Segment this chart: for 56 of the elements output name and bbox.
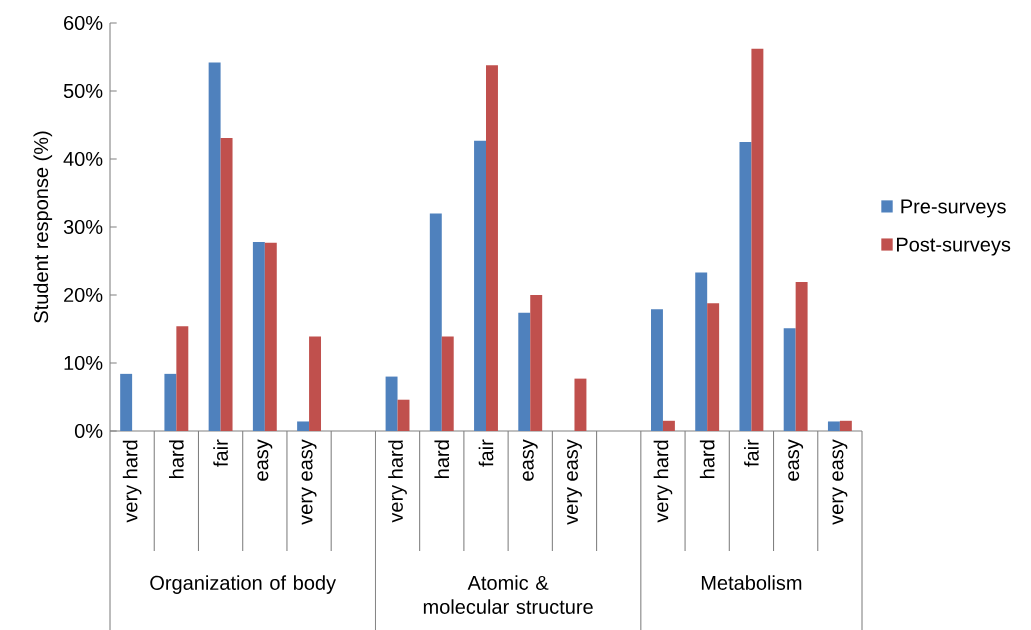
bar xyxy=(530,294,543,431)
bar xyxy=(297,421,310,431)
bar xyxy=(164,373,177,431)
bar xyxy=(695,272,708,431)
bar xyxy=(751,48,764,431)
x-tick-label: hard xyxy=(699,440,715,478)
bar xyxy=(474,140,486,431)
bar xyxy=(783,328,796,431)
bar xyxy=(264,242,277,431)
bar xyxy=(441,336,454,431)
bar xyxy=(795,282,808,431)
x-tick-label: very easy xyxy=(832,439,848,525)
x-tick-label: hard xyxy=(169,440,184,478)
bar xyxy=(574,378,587,431)
x-tick-label: very hard xyxy=(388,440,407,523)
y-tick-label: 20% xyxy=(64,287,103,303)
bar xyxy=(385,376,398,431)
bar xyxy=(208,62,221,431)
x-tick-label: hard xyxy=(434,440,450,478)
x-tick-label: very easy xyxy=(301,439,317,525)
x-tick-label: fair xyxy=(213,439,228,467)
bar xyxy=(651,309,663,431)
bar xyxy=(220,137,233,431)
bar xyxy=(739,141,752,431)
bar xyxy=(120,373,133,431)
x-tick-label: very hard xyxy=(122,440,142,523)
bar xyxy=(486,65,498,431)
text: Organization of body xyxy=(150,575,337,594)
bar xyxy=(839,420,852,431)
bar xyxy=(176,326,189,431)
y-tick-label: 40% xyxy=(63,151,103,167)
text: Atomic & molecular structure xyxy=(423,575,593,614)
x-tick-label: very easy xyxy=(567,439,582,525)
bar xyxy=(518,312,531,431)
legend-label: Pre-surveys xyxy=(901,199,1006,218)
bar xyxy=(397,399,410,431)
y-tick-label: 0% xyxy=(74,423,103,439)
y-tick-label: 50% xyxy=(63,83,103,99)
y-tick-label: 60% xyxy=(64,15,103,31)
bar xyxy=(252,241,265,431)
bar xyxy=(429,213,442,431)
bar xyxy=(309,336,322,431)
x-tick-label: fair xyxy=(744,439,759,467)
bar xyxy=(662,420,675,431)
x-tick-label: easy xyxy=(522,439,538,481)
x-tick-label: very hard xyxy=(653,440,673,523)
x-tick-label: fair xyxy=(478,439,494,467)
y-tick-label: 30% xyxy=(63,219,103,235)
y-tick-label: 10% xyxy=(64,355,103,371)
bar xyxy=(707,303,720,431)
x-tick-label: easy xyxy=(257,439,273,481)
y-axis-title: Student response (%) xyxy=(33,131,53,323)
x-tick-label: easy xyxy=(788,439,804,481)
bar xyxy=(827,421,840,431)
text: Metabolism xyxy=(701,575,802,590)
legend-label: Post-surveys xyxy=(896,237,1011,256)
